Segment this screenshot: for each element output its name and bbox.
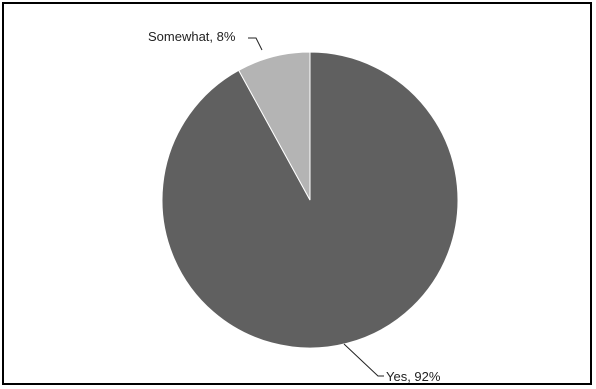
label-somewhat: Somewhat, 8% bbox=[148, 29, 236, 44]
pie-slices bbox=[161, 51, 459, 349]
pie-slice-somewhat bbox=[238, 51, 311, 201]
label-yes: Yes, 92% bbox=[386, 369, 441, 384]
leader-line-somewhat bbox=[248, 37, 263, 51]
leader-line-yes bbox=[343, 343, 384, 377]
leader-lines bbox=[248, 37, 384, 377]
